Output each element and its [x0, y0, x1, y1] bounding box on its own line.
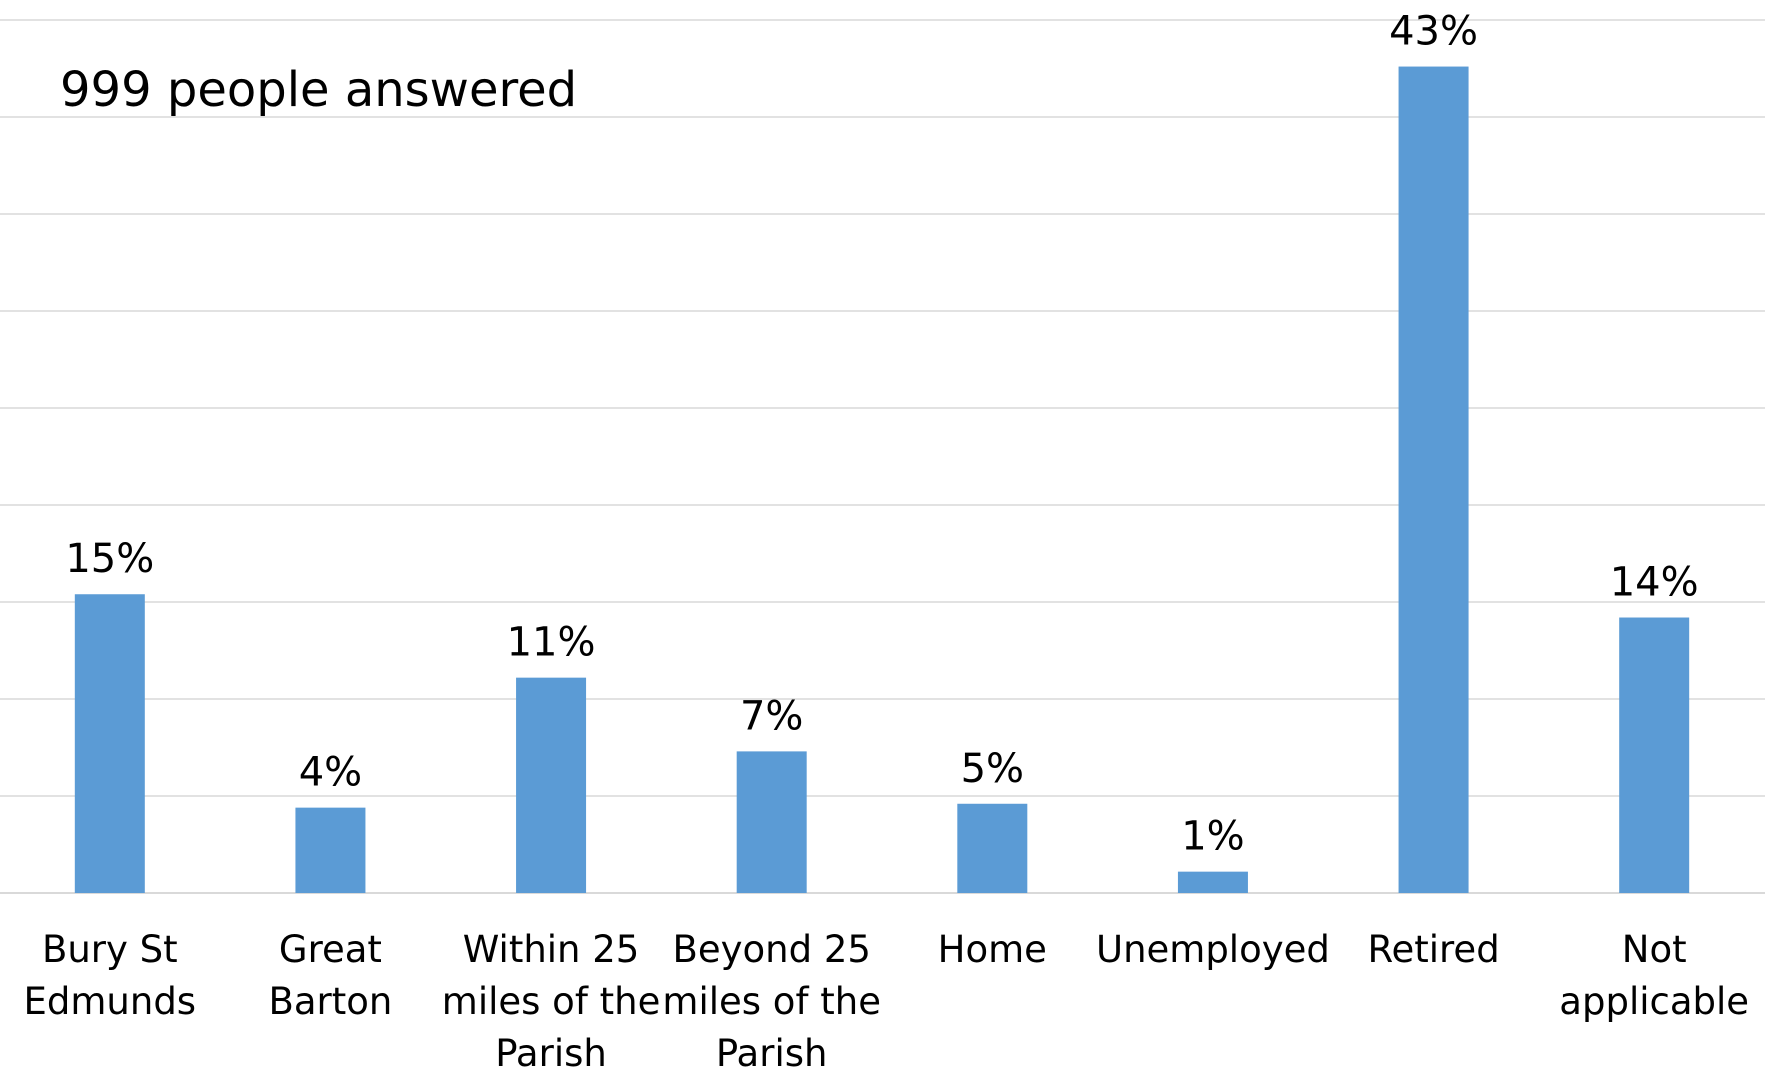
category-label-3: Within 25 miles of the Parish: [442, 928, 661, 1070]
respondent-count-annotation: 999 people answered: [60, 62, 578, 118]
bar-8: [1619, 617, 1690, 893]
category-label-6: Unemployed: [1096, 928, 1330, 971]
data-label-4: 7%: [740, 693, 803, 739]
bar-3: [516, 677, 587, 893]
data-labels: 15% 4% 11% 7% 5% 1% 43% 14%: [65, 9, 1698, 860]
data-label-5: 5%: [961, 746, 1024, 792]
category-label-7: Retired: [1367, 928, 1499, 971]
category-label-1: Bury St Edmunds: [24, 928, 197, 1023]
bar-7: [1398, 66, 1469, 893]
data-label-8: 14%: [1610, 560, 1699, 606]
bar-2: [295, 807, 366, 893]
gridlines: [0, 19, 1765, 894]
data-label-6: 1%: [1181, 814, 1244, 860]
bar-4: [736, 751, 807, 893]
data-label-7: 43%: [1389, 9, 1478, 55]
bars: [74, 66, 1690, 893]
category-labels: Bury St Edmunds Great Barton Within 25 miles …: [24, 928, 1750, 1070]
data-label-3: 11%: [507, 620, 596, 666]
data-label-2: 4%: [299, 750, 362, 796]
bar-5: [957, 803, 1028, 893]
category-label-4: Beyond 25 miles of the Parish: [662, 928, 881, 1070]
category-label-8: Not applicable: [1559, 928, 1749, 1023]
data-label-1: 15%: [65, 536, 154, 582]
bar-1: [74, 594, 145, 893]
bar-6: [1177, 871, 1248, 893]
category-label-5: Home: [938, 928, 1047, 971]
category-label-2: Great Barton: [269, 928, 393, 1023]
